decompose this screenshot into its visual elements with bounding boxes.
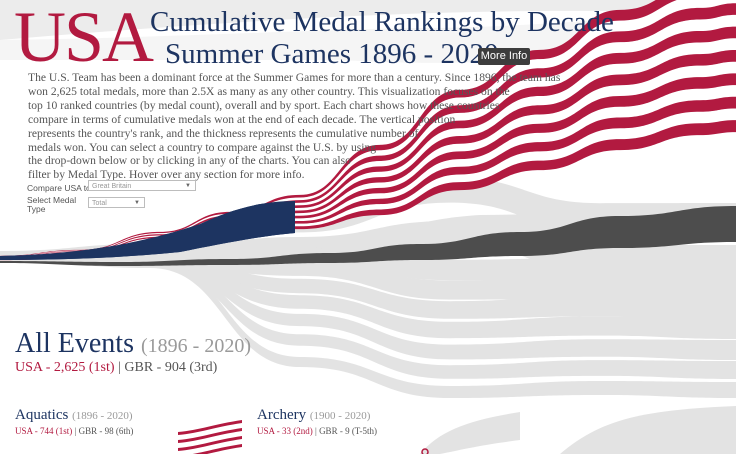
gbr-stream-band[interactable]	[0, 206, 736, 266]
sport-mini-charts[interactable]	[178, 406, 736, 454]
medal-type-select[interactable]: Total ▼	[88, 197, 145, 208]
other-country-stream[interactable]	[0, 253, 736, 320]
other-country-stream[interactable]	[0, 254, 736, 398]
other-country-stream[interactable]	[0, 0, 736, 40]
usa-stripe-band[interactable]	[0, 120, 736, 261]
sport-years: (1900 - 2020)	[309, 410, 371, 422]
usa-stripe-band[interactable]	[0, 26, 736, 258]
archery-other-band[interactable]	[420, 412, 520, 454]
intro-line: medals won. You can select a country to …	[28, 140, 377, 154]
usa-sport-summary: USA - 33 (2nd)	[257, 426, 313, 436]
sport-name: Archery	[257, 407, 307, 423]
usa-summary[interactable]: USA - 2,625 (1st)	[15, 360, 115, 375]
aquatics-usa-band[interactable]	[178, 428, 242, 443]
sport-title-aquatics[interactable]: Aquatics (1896 - 2020)	[15, 407, 133, 424]
gbr-sport-summary: GBR - 9 (T-5th)	[319, 426, 377, 436]
compare-country-select[interactable]: Great Britain ▼	[88, 180, 196, 191]
medal-type-label-line1: Select Medal	[27, 195, 77, 205]
usa-big-label: USA	[14, 0, 154, 77]
usa-stripe-band[interactable]	[0, 96, 736, 260]
aquatics-usa-band[interactable]	[178, 416, 242, 431]
aquatics-usa-band[interactable]	[178, 436, 242, 451]
aquatics-usa-band[interactable]	[178, 444, 242, 454]
compare-label: Compare USA to	[27, 183, 91, 193]
more-info-button[interactable]: More Info	[478, 48, 530, 65]
aquatics-usa-band[interactable]	[178, 420, 242, 435]
intro-line: The U.S. Team has been a dominant force …	[28, 71, 561, 84]
usa-stripe-band[interactable]	[0, 14, 736, 258]
aquatics-usa-band[interactable]	[178, 432, 242, 447]
archery-other-band[interactable]	[560, 406, 736, 454]
page-title-line2: Summer Games 1896 - 2020	[165, 38, 499, 70]
gbr-summary[interactable]: GBR - 904 (3rd)	[124, 360, 218, 375]
gbr-stream[interactable]	[0, 206, 736, 266]
intro-line: won 2,625 total medals, more than 2.5X a…	[28, 84, 510, 98]
medal-type-label-line2: Type	[27, 204, 46, 214]
usa-stripe-band[interactable]	[0, 85, 736, 260]
other-country-stream[interactable]	[0, 253, 736, 380]
usa-stripe-band[interactable]	[0, 73, 736, 259]
usa-sport-summary: USA - 744 (1st)	[15, 426, 73, 436]
sport-title-archery[interactable]: Archery (1900 - 2020)	[257, 407, 370, 424]
summary-separator: |	[114, 360, 125, 375]
all-events-years: (1896 - 2020)	[141, 335, 251, 357]
usa-stripe-band[interactable]	[0, 0, 736, 257]
compare-country-value: Great Britain	[92, 183, 132, 190]
usa-canton-overlay[interactable]	[0, 201, 295, 260]
all-events-title: All Events	[15, 328, 134, 359]
sport-name: Aquatics	[15, 407, 69, 423]
aquatics-usa-band[interactable]	[178, 424, 242, 439]
aquatics-usa-band[interactable]	[178, 440, 242, 454]
gbr-sport-summary: GBR - 98 (6th)	[78, 426, 134, 436]
medal-type-value: Total	[92, 200, 107, 207]
chevron-down-icon: ▼	[185, 183, 191, 189]
sport-years: (1896 - 2020)	[72, 410, 133, 422]
sport-summary-aquatics: USA - 744 (1st) | GBR - 98 (6th)	[15, 426, 133, 436]
other-country-stream[interactable]	[0, 253, 736, 361]
page-title-line1: Cumulative Medal Rankings by Decade	[150, 6, 614, 38]
archery-usa-marker[interactable]	[421, 448, 429, 454]
other-country-stream[interactable]	[0, 253, 736, 339]
intro-line: filter by Medal Type. Hover over any sec…	[28, 168, 305, 182]
sport-summary-archery: USA - 33 (2nd) | GBR - 9 (T-5th)	[257, 426, 377, 436]
usa-stripe-band[interactable]	[0, 38, 736, 258]
all-events-heading: All Events (1896 - 2020)	[15, 328, 251, 362]
chevron-down-icon: ▼	[134, 200, 140, 206]
usa-stripe-band[interactable]	[0, 108, 736, 260]
summary-separator: |	[312, 426, 320, 436]
intro-paragraph: The U.S. Team has been a dominant force …	[28, 71, 561, 182]
all-events-summary: USA - 2,625 (1st) | GBR - 904 (3rd)	[15, 360, 217, 376]
usa-stripe-band[interactable]	[0, 3, 736, 258]
intro-line: compare in terms of cumulative medals wo…	[28, 112, 456, 126]
intro-line: top 10 ranked countries (by medal count)…	[28, 98, 500, 112]
intro-line: represents the country's rank, and the t…	[28, 126, 419, 140]
usa-stripe-band[interactable]	[0, 50, 736, 259]
intro-line: the drop-down below or by clicking in an…	[28, 154, 351, 168]
usa-stripe-band[interactable]	[0, 61, 736, 259]
summary-separator: |	[72, 426, 79, 436]
